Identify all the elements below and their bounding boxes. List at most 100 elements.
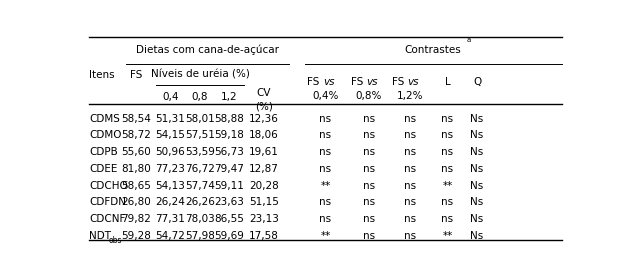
Text: 12,36: 12,36 [249, 113, 279, 123]
Text: ns: ns [319, 164, 331, 174]
Text: Q: Q [473, 77, 481, 87]
Text: ns: ns [441, 113, 453, 123]
Text: 23,13: 23,13 [249, 214, 279, 224]
Text: 23,63: 23,63 [215, 197, 244, 207]
Text: ns: ns [441, 164, 453, 174]
Text: 55,60: 55,60 [121, 147, 151, 157]
Text: 0,4: 0,4 [162, 92, 178, 102]
Text: CDCHO: CDCHO [89, 181, 128, 190]
Text: 26,80: 26,80 [121, 197, 151, 207]
Text: 58,54: 58,54 [121, 113, 151, 123]
Text: ns: ns [441, 147, 453, 157]
Text: 50,96: 50,96 [156, 147, 185, 157]
Text: CDPB: CDPB [89, 147, 118, 157]
Text: 58,72: 58,72 [121, 130, 151, 140]
Text: 20,28: 20,28 [249, 181, 279, 190]
Text: 0,8%: 0,8% [356, 91, 382, 101]
Text: L: L [444, 77, 450, 87]
Text: Ns: Ns [471, 130, 484, 140]
Text: Ns: Ns [471, 181, 484, 190]
Text: a: a [466, 37, 471, 44]
Text: NDT: NDT [89, 231, 111, 241]
Text: Ns: Ns [471, 147, 484, 157]
Text: ns: ns [404, 113, 416, 123]
Text: ns: ns [319, 147, 331, 157]
Text: Ns: Ns [471, 214, 484, 224]
Text: CDCNF: CDCNF [89, 214, 126, 224]
Text: CV: CV [257, 88, 271, 98]
Text: obs: obs [109, 236, 123, 245]
Text: ns: ns [319, 214, 331, 224]
Text: ns: ns [404, 147, 416, 157]
Text: ns: ns [404, 214, 416, 224]
Text: FS: FS [351, 77, 366, 87]
Text: 77,31: 77,31 [156, 214, 185, 224]
Text: 59,18: 59,18 [215, 130, 244, 140]
Text: 26,24: 26,24 [156, 197, 185, 207]
Text: 26,26: 26,26 [185, 197, 215, 207]
Text: ns: ns [363, 231, 375, 241]
Text: 56,73: 56,73 [215, 147, 244, 157]
Text: 58,01: 58,01 [185, 113, 215, 123]
Text: 1,2: 1,2 [221, 92, 237, 102]
Text: 59,28: 59,28 [121, 231, 151, 241]
Text: ns: ns [363, 164, 375, 174]
Text: 86,55: 86,55 [215, 214, 244, 224]
Text: 17,58: 17,58 [249, 231, 279, 241]
Text: Contrastes: Contrastes [404, 45, 461, 55]
Text: Itens: Itens [89, 70, 115, 79]
Text: ns: ns [319, 113, 331, 123]
Text: 53,59: 53,59 [185, 147, 215, 157]
Text: ns: ns [363, 214, 375, 224]
Text: ns: ns [363, 197, 375, 207]
Text: 57,74: 57,74 [185, 181, 215, 190]
Text: **: ** [443, 181, 453, 190]
Text: ns: ns [319, 130, 331, 140]
Text: ns: ns [404, 197, 416, 207]
Text: **: ** [443, 231, 453, 241]
Text: 59,69: 59,69 [215, 231, 244, 241]
Text: 18,06: 18,06 [249, 130, 279, 140]
Text: ns: ns [441, 130, 453, 140]
Text: vs: vs [323, 77, 335, 87]
Text: Ns: Ns [471, 164, 484, 174]
Text: 78,03: 78,03 [185, 214, 215, 224]
Text: FS: FS [392, 77, 408, 87]
Text: 0,4%: 0,4% [312, 91, 338, 101]
Text: 51,15: 51,15 [249, 197, 279, 207]
Text: 81,80: 81,80 [121, 164, 151, 174]
Text: 79,47: 79,47 [215, 164, 244, 174]
Text: 79,82: 79,82 [121, 214, 151, 224]
Text: ns: ns [441, 214, 453, 224]
Text: 51,31: 51,31 [156, 113, 185, 123]
Text: 58,88: 58,88 [215, 113, 244, 123]
Text: ns: ns [363, 113, 375, 123]
Text: **: ** [320, 231, 331, 241]
Text: 57,98: 57,98 [185, 231, 215, 241]
Text: Níveis de uréia (%): Níveis de uréia (%) [150, 70, 250, 79]
Text: Ns: Ns [471, 197, 484, 207]
Text: **: ** [320, 181, 331, 190]
Text: ns: ns [404, 164, 416, 174]
Text: FS: FS [130, 70, 142, 79]
Text: Ns: Ns [471, 113, 484, 123]
Text: 54,13: 54,13 [156, 181, 185, 190]
Text: ns: ns [363, 181, 375, 190]
Text: 1,2%: 1,2% [397, 91, 424, 101]
Text: FS: FS [307, 77, 323, 87]
Text: 59,11: 59,11 [215, 181, 244, 190]
Text: 76,72: 76,72 [185, 164, 215, 174]
Text: ns: ns [404, 231, 416, 241]
Text: (%): (%) [255, 101, 273, 111]
Text: CDMS: CDMS [89, 113, 120, 123]
Text: Ns: Ns [471, 231, 484, 241]
Text: 58,65: 58,65 [121, 181, 151, 190]
Text: ns: ns [404, 181, 416, 190]
Text: 19,61: 19,61 [249, 147, 279, 157]
Text: ns: ns [363, 147, 375, 157]
Text: CDFDN: CDFDN [89, 197, 126, 207]
Text: CDEE: CDEE [89, 164, 117, 174]
Text: Dietas com cana-de-açúcar: Dietas com cana-de-açúcar [136, 45, 279, 55]
Text: ns: ns [363, 130, 375, 140]
Text: 0,8: 0,8 [192, 92, 208, 102]
